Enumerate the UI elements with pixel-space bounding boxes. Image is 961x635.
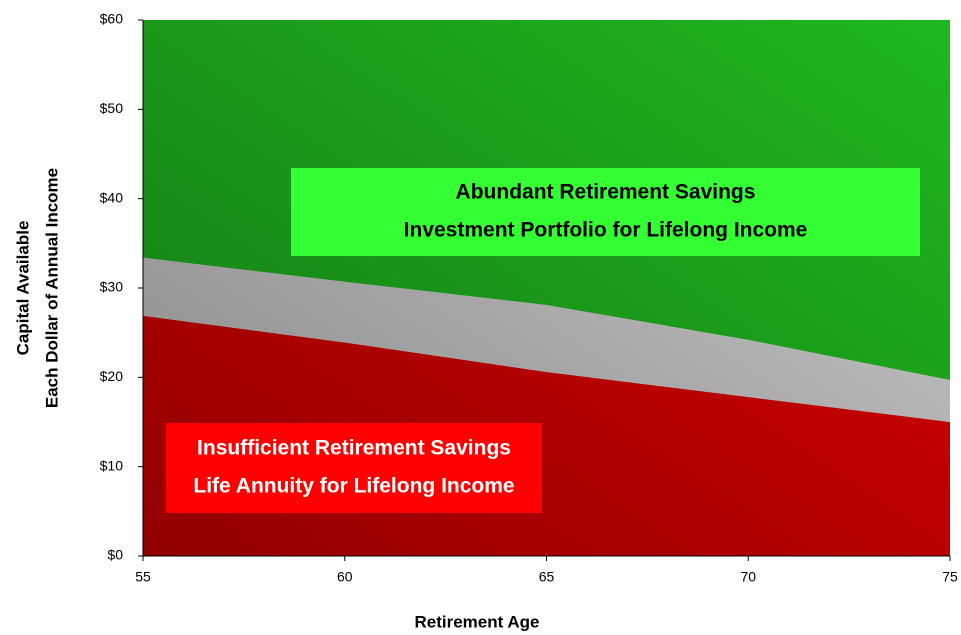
- y-tick-label: $30: [100, 279, 124, 295]
- x-axis-title: Retirement Age: [414, 612, 539, 631]
- y-tick-label: $10: [100, 457, 124, 473]
- x-tick-label: 70: [740, 569, 756, 585]
- annotation: Investment Portfolio for Lifelong Income: [404, 219, 808, 242]
- annotation-box: [166, 423, 542, 513]
- y-axis-title: Each Dollar of Annual Income: [42, 168, 61, 408]
- x-tick-label: 65: [539, 569, 555, 585]
- y-tick-label: $20: [100, 368, 124, 384]
- y-tick-label: $0: [107, 547, 123, 563]
- annotation: Insufficient Retirement Savings: [197, 437, 511, 460]
- y-tick-label: $40: [100, 189, 124, 205]
- x-tick-label: 60: [337, 569, 353, 585]
- y-axis-title: Capital Available: [13, 221, 32, 356]
- x-tick-label: 75: [942, 569, 958, 585]
- annotation: Life Annuity for Lifelong Income: [193, 475, 514, 498]
- y-tick-label: $50: [100, 100, 124, 116]
- x-tick-label: 55: [135, 569, 151, 585]
- annotation: Abundant Retirement Savings: [456, 181, 756, 204]
- y-tick-label: $60: [100, 11, 124, 27]
- annotation-box: [291, 168, 920, 256]
